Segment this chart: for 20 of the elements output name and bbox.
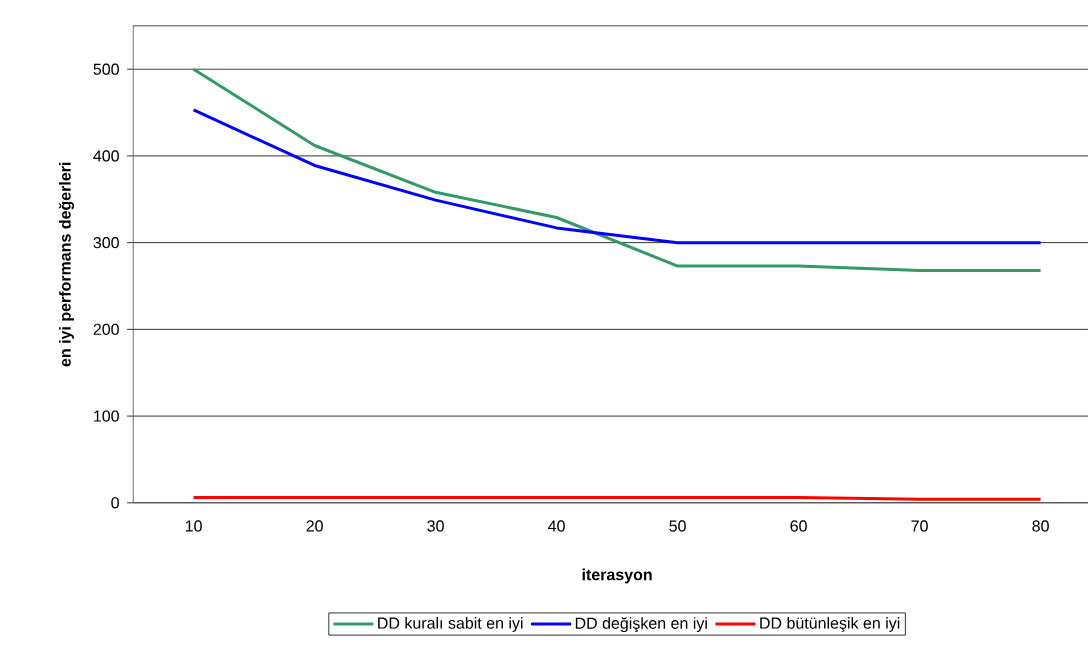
x-axis-title: iterasyon	[582, 568, 652, 584]
y-tick-label: 400	[93, 150, 119, 162]
x-tick-label: 50	[669, 520, 686, 532]
x-tick-label: 10	[185, 520, 202, 532]
x-tick-label: 60	[790, 520, 807, 532]
x-tick-label: 70	[911, 520, 928, 532]
legend-label: DD bütünleşik en iyi	[760, 617, 900, 633]
x-tick-label: 30	[427, 520, 444, 532]
y-axis-title: en iyi performans değerleri	[58, 162, 75, 367]
y-tick-label: 0	[111, 497, 119, 509]
legend-label: DD kuralı sabit en iyi	[378, 617, 523, 632]
x-tick-label: 80	[1032, 520, 1049, 532]
legend-label: DD değişken en iyi	[575, 616, 707, 633]
y-tick-label: 200	[93, 323, 119, 336]
y-tick-label: 500	[93, 63, 119, 75]
line-series	[192, 67, 1043, 272]
x-tick-label: 40	[548, 520, 565, 532]
y-tick-label: 300	[93, 236, 119, 249]
x-tick-label: 20	[306, 520, 323, 532]
y-tick-label: 100	[94, 410, 119, 422]
